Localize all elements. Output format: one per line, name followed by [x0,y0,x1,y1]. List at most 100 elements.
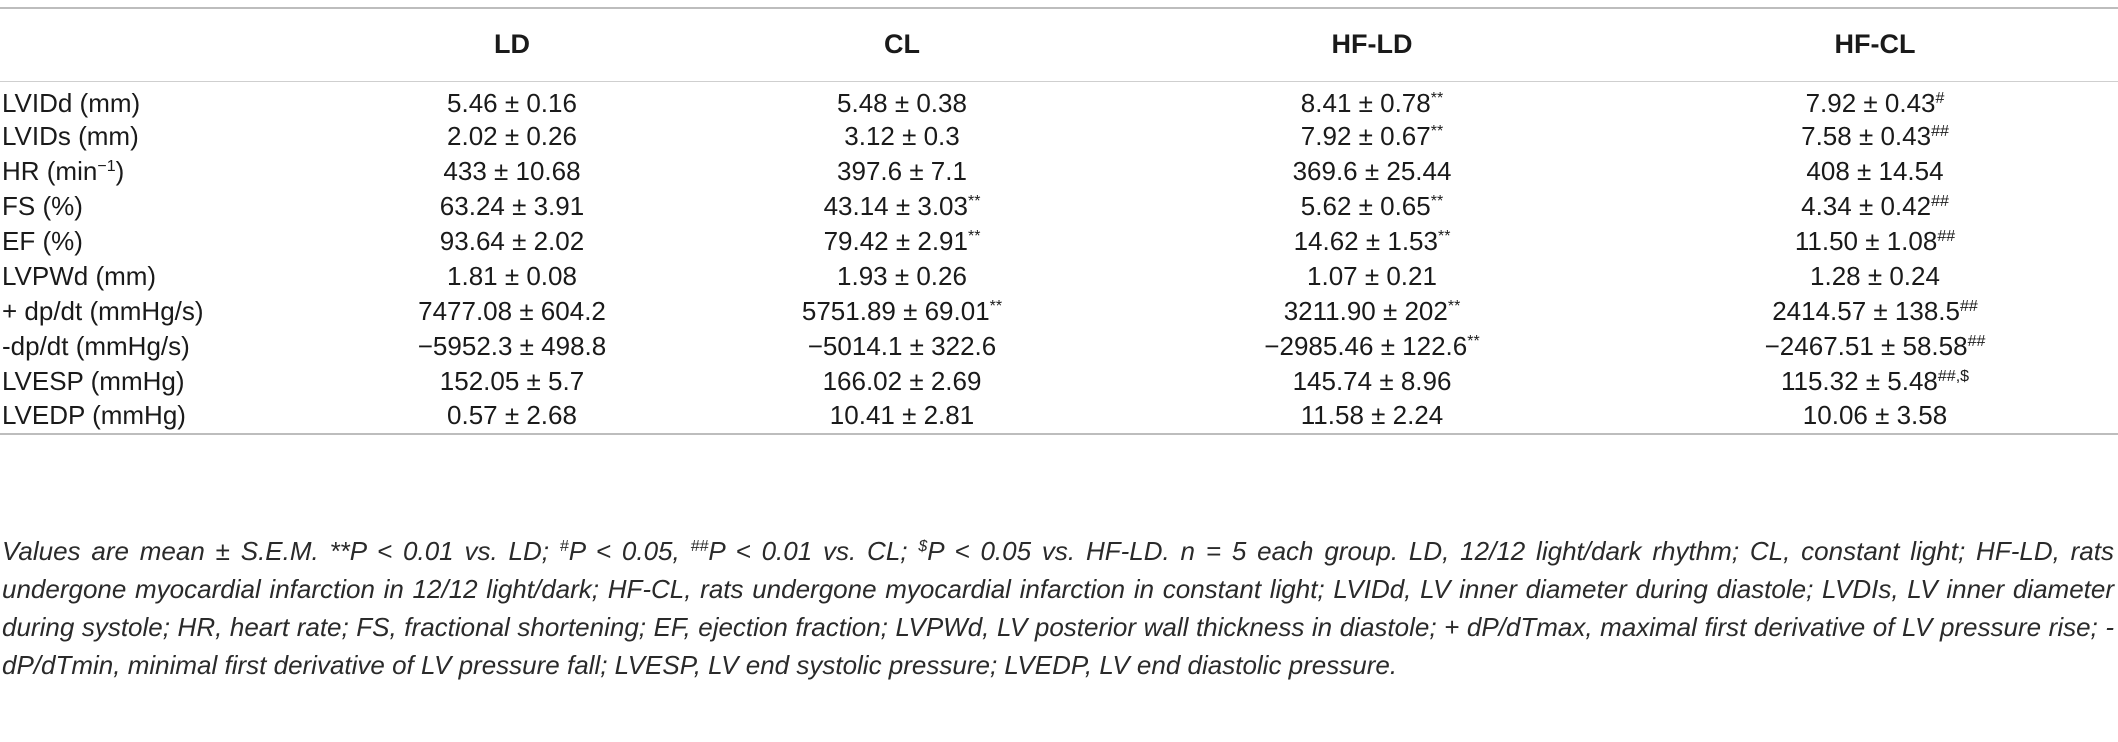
table-cell: 1.07 ± 0.21 [1112,259,1632,294]
cell-value: 152.05 ± 5.7 [439,365,585,396]
cell-value: 43.14 ± 3.03 [823,190,968,221]
cell-value: 63.24 ± 3.91 [439,190,585,221]
table-row: -dp/dt (mmHg/s) −5952.3 ± 498.8 −5014.1 ± … [0,329,2118,364]
caption-sup-1: # [559,538,569,555]
cell-value: 11.58 ± 2.24 [1300,400,1444,430]
cell-value: 7.58 ± 0.43 [1801,120,1932,151]
cell-value: 1.93 ± 0.26 [837,260,967,291]
caption-sup-3: $ [918,538,928,555]
cell-value: 7.92 ± 0.67 [1300,120,1431,151]
table-cell: 10.41 ± 2.81 [692,399,1112,434]
significance-marker: # [1935,89,1945,107]
significance-marker: ## [1931,192,1949,210]
row-label-text: LVIDs (mm) [2,120,139,151]
cell-value: 369.6 ± 25.44 [1292,155,1452,186]
table-row: FS (%) 63.24 ± 3.91 43.14 ± 3.03** 5.62 ± 0… [0,189,2118,224]
table-row: LVESP (mmHg) 152.05 ± 5.7 166.02 ± 2.69 145… [0,364,2118,399]
cell-value: 1.28 ± 0.24 [1810,260,1940,291]
table-cell: 14.62 ± 1.53** [1112,224,1632,259]
cell-value: 93.64 ± 2.02 [439,225,585,256]
cell-value: 14.62 ± 1.53 [1293,225,1438,256]
significance-marker: ## [1931,122,1949,140]
cell-value: 5.48 ± 0.38 [837,87,967,118]
table-cell: 408 ± 14.54 [1632,154,2118,189]
cell-value: 79.42 ± 2.91 [823,225,968,256]
table-cell: 11.58 ± 2.24 [1112,399,1632,434]
cell-value: −2467.51 ± 58.58 [1764,330,1968,361]
table-cell: −2985.46 ± 122.6** [1112,329,1632,364]
table-cell: 2414.57 ± 138.5## [1632,294,2118,329]
significance-marker: ** [1430,122,1444,140]
table-row: EF (%) 93.64 ± 2.02 79.42 ± 2.91** 14.62 ± … [0,224,2118,259]
caption-sup-2: ## [690,538,709,555]
row-label-superscript: −1 [97,157,116,175]
table-cell: −2467.51 ± 58.58## [1632,329,2118,364]
cell-value: 0.57 ± 2.68 [447,400,577,430]
cell-value: 4.34 ± 0.42 [1801,190,1932,221]
table-cell: 10.06 ± 3.58 [1632,399,2118,434]
caption-part-3: P < 0.01 vs. CL; [708,536,919,566]
table-cell: 397.6 ± 7.1 [692,154,1112,189]
header-cl: CL [884,29,920,60]
table-cell: 93.64 ± 2.02 [332,224,692,259]
significance-marker: ** [1430,89,1444,107]
table-cell: 145.74 ± 8.96 [1112,364,1632,399]
table-cell: 5.46 ± 0.16 [332,81,692,119]
table-cell: 11.50 ± 1.08## [1632,224,2118,259]
cell-value: 7.92 ± 0.43 [1805,87,1936,118]
table-row: LVIDd (mm) 5.46 ± 0.16 5.48 ± 0.38 8.41 ± 0… [0,81,2118,119]
cell-value: 3.12 ± 0.3 [844,120,960,151]
header-row: LD CL HF-LD HF-CL [0,8,2118,81]
cell-value: 115.32 ± 5.48 [1780,365,1938,396]
cell-value: 10.06 ± 3.58 [1802,400,1948,430]
table-caption: Values are mean ± S.E.M. **P < 0.01 vs. … [2,532,2114,684]
table-row: HR (min−1) 433 ± 10.68 397.6 ± 7.1 369.6 ± … [0,154,2118,189]
table-cell: 7477.08 ± 604.2 [332,294,692,329]
cell-value: 397.6 ± 7.1 [837,155,967,186]
cell-value: −5952.3 ± 498.8 [417,330,607,361]
table-cell: 433 ± 10.68 [332,154,692,189]
cell-value: 2414.57 ± 138.5 [1772,295,1960,326]
cell-value: 166.02 ± 2.69 [822,365,982,396]
table-cell: 63.24 ± 3.91 [332,189,692,224]
table-cell: 5751.89 ± 69.01** [692,294,1112,329]
caption-part-2: P < 0.05, [568,536,691,566]
row-label: LVPWd (mm) [0,259,332,294]
caption-part-1: Values are mean ± S.E.M. **P < 0.01 vs. … [2,536,560,566]
table-cell: 1.81 ± 0.08 [332,259,692,294]
header-ld: LD [494,29,530,60]
table-cell: 1.28 ± 0.24 [1632,259,2118,294]
significance-marker: ** [967,192,981,210]
table-cell: 115.32 ± 5.48##,$ [1632,364,2118,399]
cell-value: 5751.89 ± 69.01 [801,295,990,326]
row-label-text: LVIDd (mm) [2,87,141,118]
significance-marker: ## [1937,227,1956,245]
table-row: + dp/dt (mmHg/s) 7477.08 ± 604.2 5751.89 ±… [0,294,2118,329]
significance-marker: ## [1967,332,1986,350]
table-cell: 5.62 ± 0.65** [1112,189,1632,224]
cell-value: 408 ± 14.54 [1806,155,1944,186]
table-cell: 5.48 ± 0.38 [692,81,1112,119]
table-cell: 7.92 ± 0.67** [1112,119,1632,154]
row-label: + dp/dt (mmHg/s) [0,294,332,329]
table-row: LVEDP (mmHg) 0.57 ± 2.68 10.41 ± 2.81 11.58… [0,399,2118,434]
table-cell: 7.58 ± 0.43## [1632,119,2118,154]
cell-value: 145.74 ± 8.96 [1292,365,1452,396]
row-label: HR (min−1) [0,154,332,189]
row-label-text: EF (%) [2,225,83,256]
cell-value: 7477.08 ± 604.2 [418,295,606,326]
cell-value: 433 ± 10.68 [443,155,581,186]
significance-marker: ** [1447,297,1461,315]
cell-value: −2985.46 ± 122.6 [1264,330,1468,361]
table-cell: 8.41 ± 0.78** [1112,81,1632,119]
table-cell: 3211.90 ± 202** [1112,294,1632,329]
row-label-suffix: ) [115,155,125,186]
significance-marker: ** [989,297,1003,315]
cell-value: 2.02 ± 0.26 [447,120,577,151]
row-label: EF (%) [0,224,332,259]
table-cell: 7.92 ± 0.43# [1632,81,2118,119]
row-label-text: FS (%) [2,190,83,221]
cell-value: 1.07 ± 0.21 [1307,260,1437,291]
row-label-text: LVESP (mmHg) [2,365,185,396]
table-row: LVPWd (mm) 1.81 ± 0.08 1.93 ± 0.26 1.07 ± 0… [0,259,2118,294]
